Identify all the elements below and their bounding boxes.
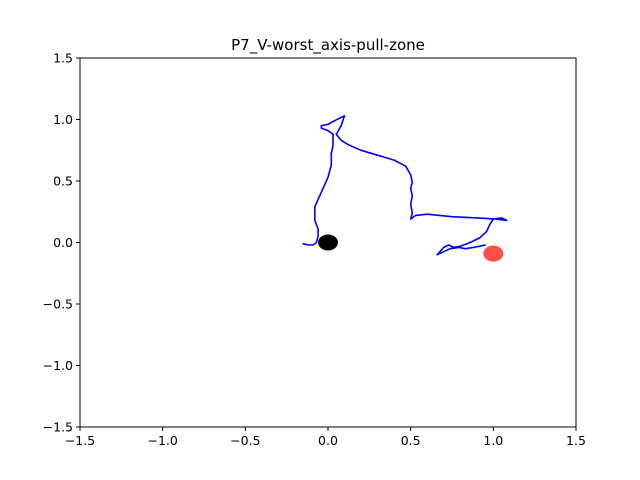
y-tick-label: 0.5	[53, 174, 73, 189]
series-layer	[302, 115, 508, 256]
chart-title: P7_V-worst_axis-pull-zone	[231, 36, 425, 55]
start-marker	[318, 234, 338, 251]
y-tick-label: 1.0	[53, 112, 73, 127]
x-tick-label: −1.0	[147, 433, 177, 448]
x-tick-label: 1.5	[566, 433, 586, 448]
y-tick-label: 1.5	[53, 51, 73, 66]
x-tick-label: −0.5	[230, 433, 260, 448]
x-tick-label: 1.0	[483, 433, 503, 448]
target-marker	[483, 245, 504, 262]
y-axis: −1.5 −1.0 −0.5 0.0 0.5 1.0 1.5	[43, 51, 80, 435]
x-axis: −1.5 −1.0 −0.5 0.0 0.5 1.0 1.5	[65, 427, 586, 448]
x-tick-label: −1.5	[65, 433, 95, 448]
y-tick-label: −1.5	[43, 420, 73, 435]
y-tick-label: 0.0	[53, 235, 73, 250]
y-tick-label: −0.5	[43, 297, 73, 312]
trajectory-line	[302, 115, 508, 256]
x-tick-label: 0.0	[318, 433, 338, 448]
marker-layer	[318, 234, 504, 262]
y-tick-label: −1.0	[43, 358, 73, 373]
x-tick-label: 0.5	[401, 433, 421, 448]
